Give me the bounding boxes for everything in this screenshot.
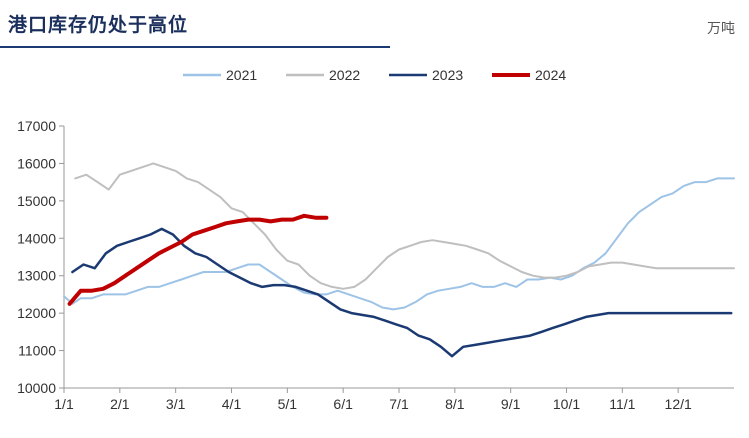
y-tick-label: 13000: [17, 268, 56, 284]
x-tick-label: 8/1: [445, 396, 465, 412]
x-tick-label: 7/1: [389, 396, 409, 412]
x-tick-label: 12/1: [665, 396, 692, 412]
x-tick-label: 3/1: [166, 396, 186, 412]
legend-label-2021: 2021: [226, 67, 257, 83]
y-tick-label: 17000: [17, 118, 56, 134]
legend-label-2023: 2023: [432, 67, 463, 83]
legend-label-2022: 2022: [329, 67, 360, 83]
x-tick-label: 6/1: [333, 396, 353, 412]
y-tick-label: 11000: [18, 343, 56, 359]
legend-label-2024: 2024: [535, 67, 566, 83]
series-line-2023: [71, 227, 733, 358]
series-line-2022: [74, 162, 735, 290]
y-tick-label: 10000: [17, 380, 56, 396]
y-tick-label: 16000: [17, 155, 56, 171]
unit-label: 万吨: [707, 21, 735, 37]
y-tick-label: 12000: [17, 305, 56, 321]
title-underline: [0, 46, 390, 48]
series-line-2024: [67, 213, 329, 306]
x-tick-label: 2/1: [110, 396, 130, 412]
x-tick-label: 1/1: [54, 396, 74, 412]
x-tick-label: 5/1: [278, 396, 298, 412]
x-tick-label: 4/1: [222, 396, 242, 412]
x-tick-label: 11/1: [609, 396, 635, 412]
x-tick-label: 10/1: [553, 396, 580, 412]
y-tick-label: 14000: [17, 230, 56, 246]
y-tick-label: 15000: [17, 193, 56, 209]
page-title: 港口库存仍处于高位: [8, 14, 189, 36]
series-line-2021: [63, 177, 735, 311]
x-tick-label: 9/1: [501, 396, 521, 412]
